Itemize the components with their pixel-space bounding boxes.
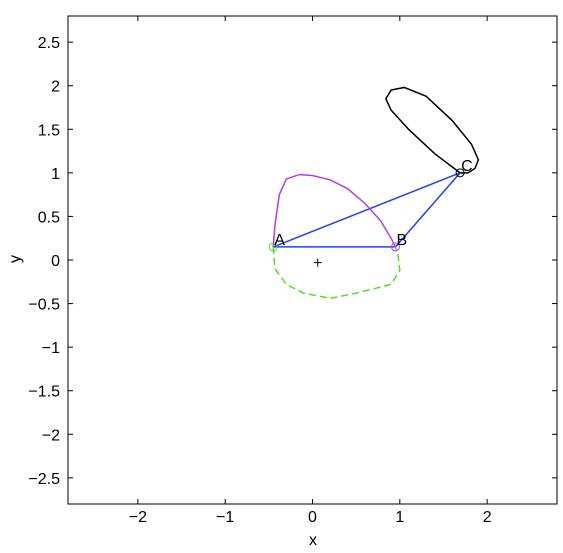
x-tick-label: 1 [395,509,404,526]
x-tick-label: −1 [216,509,234,526]
y-tick-label: 0.5 [38,209,60,226]
x-axis-label: x [309,532,317,549]
y-tick-label: 0 [51,253,60,270]
y-tick-label: 1.5 [38,122,60,139]
y-tick-label: −0.5 [28,297,60,314]
x-tick-label: 0 [308,509,317,526]
y-tick-label: 2.5 [38,35,60,52]
point-label: B [396,232,407,249]
point-label: C [461,158,473,175]
series-line [272,246,401,300]
point-marker [268,242,278,252]
y-tick-label: 2 [51,79,60,96]
y-tick-label: 1 [51,166,60,183]
x-tick-label: 2 [483,509,492,526]
center-marker [313,258,322,267]
y-axis-label: y [7,255,24,263]
series-line [272,173,397,248]
series-line [272,172,461,248]
point-label: A [274,232,285,249]
series-line [385,86,480,174]
y-tick-label: −2 [42,427,60,444]
x-tick-label: −2 [129,509,147,526]
y-tick-label: −2.5 [28,471,60,488]
y-tick-label: −1 [42,340,60,357]
point-marker [455,168,465,178]
y-tick-label: −1.5 [28,384,60,401]
point-marker [390,242,400,252]
